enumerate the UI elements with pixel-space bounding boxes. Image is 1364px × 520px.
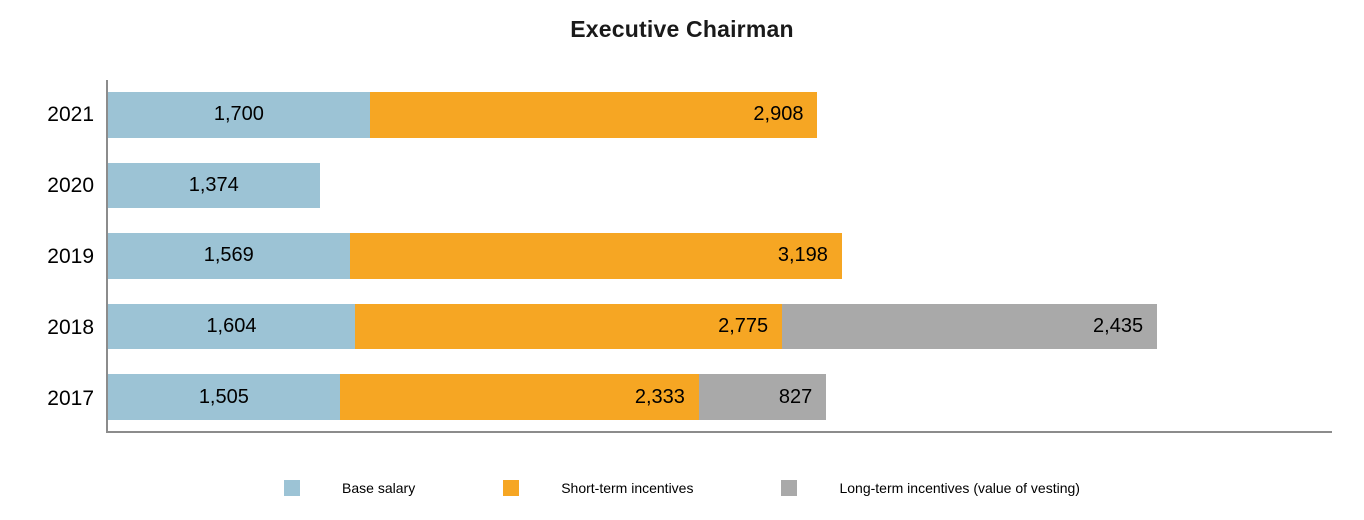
bar-row-2017: 1,505 2,333 827 [108,374,1332,420]
bar-row-2021: 1,700 2,908 [108,92,1332,138]
y-axis-label: 2018 [47,316,94,339]
bar-segment-long-term-incentives-value-of-vesting: 2,435 [782,303,1158,350]
legend-swatch-long-term-incentives-value-of-vesting [781,480,798,496]
legend-swatch-short-term-incentives [503,480,520,496]
bar-value-label: 1,604 [206,315,257,338]
bar-segment-base-salary: 1,505 [108,374,340,420]
y-axis-labels: 2021 2020 2019 2018 2017 [0,80,96,433]
legend: Base salary Short-term incentives Long-ter… [0,480,1364,496]
bar-row-2018: 1,604 2,775 2,435 [108,303,1332,350]
bar-value-label: 2,333 [634,385,685,408]
chart-title: Executive Chairman [570,16,794,42]
bar-value-label: 1,505 [198,385,249,408]
legend-item-long-term-incentives-value-of-vesting: Long-term incentives (value of vesting) [781,480,1080,496]
bar-segment-base-salary: 1,374 [108,162,320,209]
bar-value-label: 1,374 [188,173,239,196]
legend-label: Long-term incentives (value of vesting) [839,480,1080,496]
legend-item-base-salary: Base salary [284,480,415,496]
legend-label: Base salary [342,480,416,496]
legend-swatch-base-salary [284,480,301,496]
bar-value-label: 2,435 [1093,315,1144,338]
bar-segment-base-salary: 1,604 [108,303,355,350]
y-axis-label: 2020 [47,174,94,197]
y-axis-label: 2017 [47,387,94,410]
bar-segment-short-term-incentives: 2,775 [354,303,783,350]
bar-value-label: 3,198 [777,244,828,267]
bar-value-label: 1,700 [213,103,264,126]
legend-label: Short-term incentives [561,480,694,496]
legend-item-short-term-incentives: Short-term incentives [503,480,693,496]
bar-segment-long-term-incentives-value-of-vesting: 827 [698,374,827,420]
bar-row-2019: 1,569 3,198 [108,233,1332,279]
bar-segment-base-salary: 1,700 [108,92,370,138]
bar-segment-short-term-incentives: 2,908 [369,92,818,138]
plot-area: 1,700 2,908 1,374 1,569 3,198 1,604 2,775 2,435… [106,80,1332,433]
bar-value-label: 2,775 [718,315,769,338]
y-axis-label: 2019 [47,245,94,268]
bar-value-label: 1,569 [203,244,254,267]
bar-segment-short-term-incentives: 2,333 [339,374,699,420]
bar-segment-base-salary: 1,569 [108,233,350,279]
bar-segment-short-term-incentives: 3,198 [349,233,842,279]
bar-row-2020: 1,374 [108,162,1332,209]
bar-value-label: 2,908 [753,103,804,126]
y-axis-label: 2021 [47,103,94,126]
bar-value-label: 827 [778,385,813,408]
